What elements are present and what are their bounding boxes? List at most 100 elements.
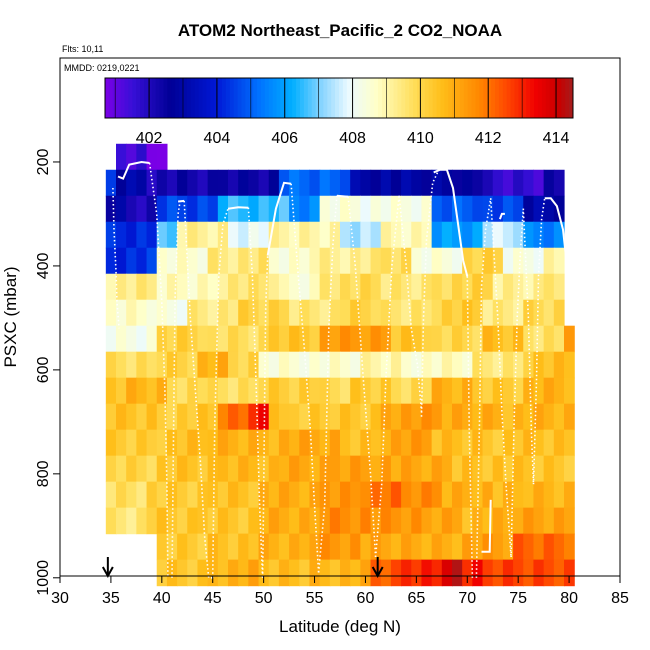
heatmap-cell bbox=[441, 429, 453, 457]
heatmap-cell bbox=[533, 533, 545, 561]
heatmap-cell bbox=[207, 247, 219, 275]
heatmap-cell bbox=[187, 559, 199, 587]
heatmap-cell bbox=[421, 403, 433, 431]
heatmap-cell bbox=[472, 299, 484, 327]
flight-track bbox=[544, 197, 572, 318]
heatmap-cell bbox=[492, 377, 504, 405]
heatmap-cell bbox=[390, 299, 402, 327]
heatmap-cell bbox=[543, 325, 555, 353]
heatmap-cell bbox=[126, 247, 137, 275]
y-tick-label: 1000 bbox=[35, 560, 52, 596]
heatmap-cell bbox=[177, 403, 188, 431]
heatmap-cell bbox=[482, 481, 494, 509]
colorbar-swatch bbox=[307, 78, 313, 118]
heatmap-cell bbox=[248, 221, 260, 249]
heatmap-cell bbox=[278, 221, 290, 249]
heatmap-cell bbox=[340, 559, 351, 587]
heatmap-cell bbox=[187, 325, 199, 353]
colorbar-swatch bbox=[541, 78, 547, 118]
heatmap-cell bbox=[390, 481, 402, 509]
colorbar-swatch bbox=[315, 78, 320, 118]
flight-tracks bbox=[112, 160, 572, 579]
heatmap-cell bbox=[309, 221, 321, 249]
heatmap-cell bbox=[482, 507, 494, 535]
heatmap-cell bbox=[462, 325, 473, 353]
heatmap-cell bbox=[462, 559, 473, 587]
heatmap-cell bbox=[523, 481, 535, 509]
colorbar-swatch bbox=[151, 78, 157, 118]
colorbar-swatch bbox=[179, 78, 184, 118]
heatmap-cell bbox=[105, 455, 117, 483]
colorbar-swatch bbox=[155, 78, 161, 118]
heatmap-cell bbox=[431, 221, 443, 249]
heatmap-cell bbox=[431, 325, 443, 353]
heatmap-cell bbox=[268, 247, 280, 275]
heatmap-cell bbox=[452, 377, 463, 405]
heatmap-cell bbox=[411, 429, 423, 457]
heatmap-cell bbox=[289, 559, 300, 587]
heatmap-cell bbox=[146, 247, 158, 275]
heatmap-cell bbox=[370, 507, 382, 535]
heatmap-cell bbox=[513, 559, 524, 587]
heatmap-cell bbox=[329, 299, 341, 327]
heatmap-cell bbox=[452, 325, 463, 353]
flight-track bbox=[374, 195, 400, 558]
heatmap-cell bbox=[564, 559, 575, 587]
heatmap-cell bbox=[523, 533, 535, 561]
heatmap-cell bbox=[136, 299, 148, 327]
colorbar-swatch bbox=[522, 78, 527, 118]
heatmap-cell bbox=[268, 195, 280, 223]
heatmap-cell bbox=[553, 559, 565, 587]
heatmap-cell bbox=[350, 455, 361, 483]
colorbar-tick-label: 406 bbox=[271, 130, 298, 147]
heatmap-cell bbox=[228, 507, 239, 535]
heatmap-cell bbox=[441, 481, 453, 509]
heatmap-cell bbox=[207, 299, 219, 327]
heatmap-cell bbox=[278, 507, 290, 535]
heatmap-cell bbox=[452, 429, 463, 457]
heatmap-cell bbox=[553, 455, 565, 483]
heatmap-cell bbox=[472, 481, 484, 509]
heatmap-cell bbox=[146, 299, 158, 327]
heatmap-cell bbox=[370, 351, 382, 379]
heatmap-cell bbox=[299, 351, 311, 379]
heatmap-cell bbox=[116, 351, 127, 379]
heatmap-cell bbox=[492, 533, 504, 561]
heatmap-cell bbox=[350, 195, 361, 223]
heatmap-cell bbox=[309, 273, 321, 301]
heatmap-cell bbox=[126, 325, 137, 353]
heatmap-cell bbox=[228, 403, 239, 431]
heatmap-cell bbox=[441, 273, 453, 301]
heatmap-cell bbox=[166, 221, 178, 249]
heatmap-cell bbox=[289, 429, 300, 457]
heatmap-cell bbox=[197, 455, 209, 483]
heatmap-cell bbox=[248, 377, 260, 405]
heatmap-cell bbox=[350, 429, 361, 457]
heatmap-cell bbox=[482, 559, 494, 587]
colorbar-swatch bbox=[245, 78, 250, 118]
heatmap-cell bbox=[156, 195, 168, 223]
heatmap-cell bbox=[116, 377, 127, 405]
heatmap-cell bbox=[401, 247, 412, 275]
colorbar-swatch bbox=[167, 78, 172, 118]
heatmap-cell bbox=[319, 325, 331, 353]
heatmap-cell bbox=[380, 507, 392, 535]
heatmap-cell bbox=[177, 169, 188, 197]
heatmap-cell bbox=[564, 377, 575, 405]
heatmap-cell bbox=[105, 351, 117, 379]
heatmap-cell bbox=[533, 351, 545, 379]
heatmap-cell bbox=[136, 377, 148, 405]
heatmap-cell bbox=[268, 455, 280, 483]
heatmap-cell bbox=[380, 533, 392, 561]
heatmap-cell bbox=[482, 429, 494, 457]
flight-track bbox=[227, 206, 249, 210]
heatmap-cell bbox=[217, 559, 229, 587]
heatmap-cell bbox=[146, 429, 158, 457]
colorbar-swatch bbox=[534, 78, 539, 118]
heatmap-cell bbox=[299, 325, 311, 353]
heatmap-cell bbox=[309, 247, 321, 275]
colorbar-swatch bbox=[159, 78, 164, 118]
colorbar-swatch bbox=[237, 78, 242, 118]
colorbar-swatch bbox=[378, 78, 383, 118]
colorbar-tick-label: 412 bbox=[475, 130, 502, 147]
